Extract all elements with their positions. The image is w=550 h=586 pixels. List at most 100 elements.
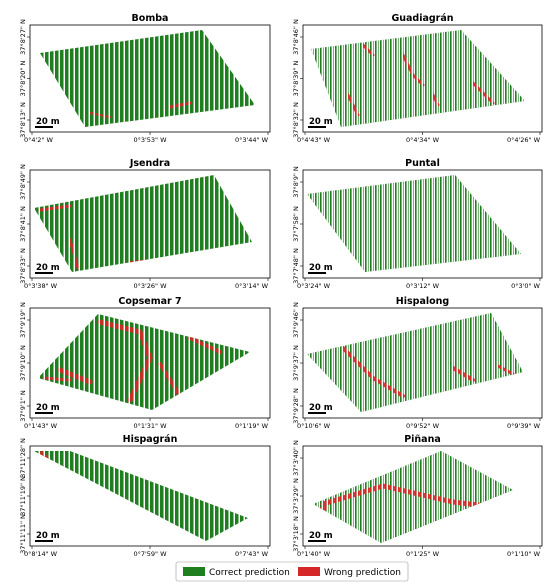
row-gap [341,313,343,412]
lon-tick-label: 0°3'24" W [297,282,331,290]
row-gap [123,175,125,272]
row-gap [441,313,443,412]
lon-tick-label: 0°9'39" W [507,422,541,430]
row-gap [143,314,145,410]
panel-title: Copsemar 7 [118,296,181,307]
row-gap [233,175,235,272]
row-gap [381,451,383,543]
row-gap [198,175,200,272]
lat-tick-label: 37°9'19" N [19,302,27,338]
row-gap [128,30,130,127]
row-gap [341,175,343,272]
lat-tick-label: 37°11'19" N [19,476,27,516]
panel-title: Guadiagrán [391,13,453,24]
row-gap [183,451,185,541]
row-gap [406,175,408,272]
row-gap [331,175,333,272]
row-gap [371,451,373,543]
row-gap [366,313,368,412]
row-gap [466,313,468,412]
row-gap [183,30,185,127]
row-gap [83,30,85,127]
row-gap [336,175,338,272]
row-gap [178,314,180,410]
row-gap [376,175,378,272]
row-gap [476,30,478,127]
row-gap [451,175,453,272]
row-gap [456,175,458,272]
row-gap [351,313,353,412]
row-gap [198,30,200,127]
row-gap [98,314,100,410]
row-gap [356,313,358,412]
row-gap [491,30,493,127]
row-gap [496,313,498,412]
row-gap [223,314,225,410]
row-gap [421,175,423,272]
lon-tick-label: 0°1'19" W [235,422,269,430]
row-gap [421,451,423,543]
row-gap [128,175,130,272]
row-gap [341,451,343,543]
row-gap [43,175,45,272]
row-gap [401,313,403,412]
row-gap [208,30,210,127]
row-gap [93,175,95,272]
row-gap [351,175,353,272]
row-gap [336,313,338,412]
row-gap [391,175,393,272]
row-gap [63,30,65,127]
scale-bar-label: 20 m [309,117,333,127]
row-gap [411,313,413,412]
row-gap [486,30,488,127]
row-gap [476,451,478,543]
row-gap [188,30,190,127]
lon-tick-label: 0°1'43" W [24,422,58,430]
lon-tick-label: 0°3'14" W [235,282,269,290]
row-gap [168,314,170,410]
lon-tick-label: 0°1'25" W [406,550,440,558]
scale-bar-label: 20 m [36,263,60,273]
row-gap [391,313,393,412]
row-gap [143,30,145,127]
row-gap [83,314,85,410]
row-gap [516,313,518,412]
row-gap [73,314,75,410]
row-gap [78,30,80,127]
legend-swatch-wrong [298,567,320,576]
lat-tick-label: 37°8'27" N [19,19,27,55]
lon-tick-label: 0°3'26" W [133,282,167,290]
lon-tick-label: 0°4'26" W [507,136,541,144]
row-gap [153,175,155,272]
row-gap [371,30,373,127]
row-gap [153,314,155,410]
row-gap [396,175,398,272]
lat-tick-label: 37°8'33" N [19,248,27,284]
row-gap [451,451,453,543]
row-gap [491,313,493,412]
row-gap [168,30,170,127]
row-gap [391,30,393,127]
row-gap [356,30,358,127]
row-gap [441,451,443,543]
row-gap [188,175,190,272]
row-gap [213,30,215,127]
row-gap [218,314,220,410]
row-gap [401,451,403,543]
row-gap [356,175,358,272]
row-gap [123,30,125,127]
row-gap [73,30,75,127]
row-gap [456,313,458,412]
row-gap [103,314,105,410]
lon-tick-label: 0°4'34" W [406,136,440,144]
lon-tick-label: 0°4'43" W [297,136,331,144]
row-gap [198,314,200,410]
row-gap [366,451,368,543]
row-gap [58,314,60,410]
row-gap [486,175,488,272]
row-gap [381,30,383,127]
row-gap [486,313,488,412]
row-gap [471,451,473,543]
